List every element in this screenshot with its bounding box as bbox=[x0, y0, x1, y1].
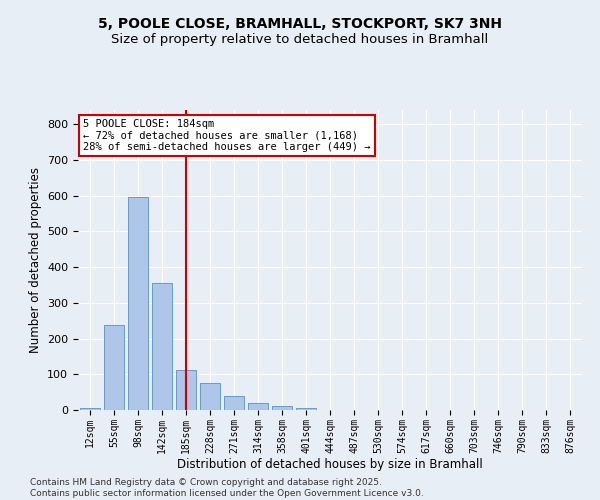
Bar bbox=[272, 406, 292, 410]
Bar bbox=[224, 396, 244, 410]
Bar bbox=[80, 408, 100, 410]
Bar bbox=[128, 197, 148, 410]
Text: Contains HM Land Registry data © Crown copyright and database right 2025.
Contai: Contains HM Land Registry data © Crown c… bbox=[30, 478, 424, 498]
Bar bbox=[296, 408, 316, 410]
Bar bbox=[104, 325, 124, 410]
Text: 5 POOLE CLOSE: 184sqm
← 72% of detached houses are smaller (1,168)
28% of semi-d: 5 POOLE CLOSE: 184sqm ← 72% of detached … bbox=[83, 119, 371, 152]
Bar bbox=[200, 383, 220, 410]
Bar bbox=[176, 370, 196, 410]
Bar bbox=[248, 403, 268, 410]
Y-axis label: Number of detached properties: Number of detached properties bbox=[29, 167, 41, 353]
X-axis label: Distribution of detached houses by size in Bramhall: Distribution of detached houses by size … bbox=[177, 458, 483, 471]
Bar bbox=[152, 283, 172, 410]
Text: Size of property relative to detached houses in Bramhall: Size of property relative to detached ho… bbox=[112, 32, 488, 46]
Text: 5, POOLE CLOSE, BRAMHALL, STOCKPORT, SK7 3NH: 5, POOLE CLOSE, BRAMHALL, STOCKPORT, SK7… bbox=[98, 18, 502, 32]
